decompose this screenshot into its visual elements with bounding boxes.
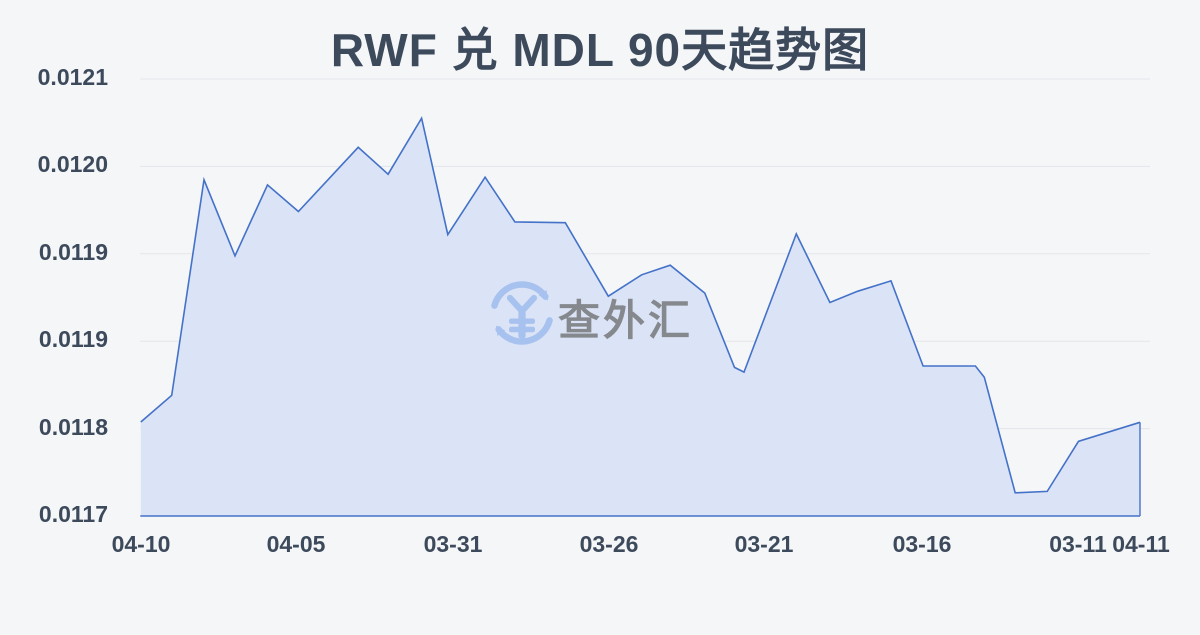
svg-text:03-26: 03-26 [580, 531, 639, 557]
svg-text:0.0119: 0.0119 [39, 326, 108, 352]
svg-text:03-16: 03-16 [893, 531, 952, 557]
svg-text:04-10: 04-10 [112, 531, 171, 557]
svg-text:03-21: 03-21 [735, 531, 794, 557]
svg-text:03-11: 03-11 [1049, 531, 1107, 557]
svg-text:0.0120: 0.0120 [38, 151, 108, 177]
svg-text:04-05: 04-05 [267, 531, 326, 557]
svg-text:0.0118: 0.0118 [39, 414, 108, 440]
svg-text:03-31: 03-31 [424, 531, 483, 557]
svg-text:0.0119: 0.0119 [39, 239, 108, 265]
svg-text:04-11: 04-11 [1112, 531, 1170, 557]
svg-text:0.0117: 0.0117 [39, 501, 108, 527]
